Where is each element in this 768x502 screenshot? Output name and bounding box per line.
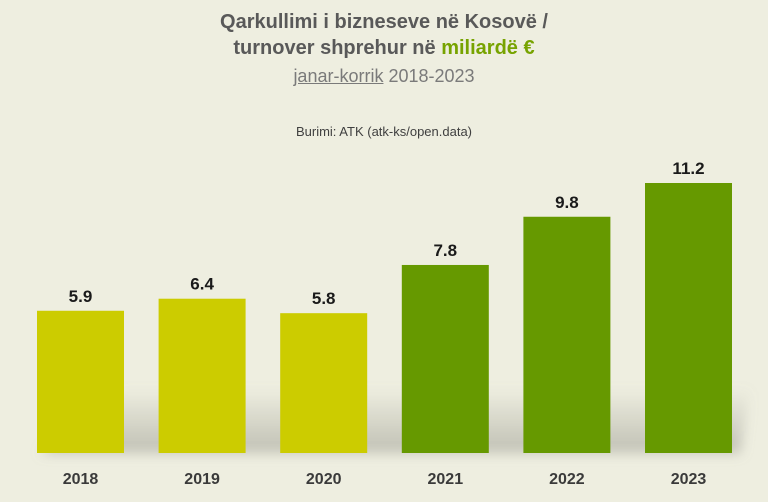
bar-2018 [37,310,124,453]
value-label-2022: 9.8 [555,193,579,212]
category-label-2020: 2020 [306,471,342,488]
bar-2021 [401,264,489,453]
category-label-2019: 2019 [184,471,220,488]
chart-source: Burimi: ATK (atk-ks/open.data) [295,124,473,139]
category-label-2018: 2018 [63,471,99,488]
chart-title-line1: Qarkullimi i bizneseve në Kosovë / [220,11,548,33]
subtitle-period: janar-korrik [293,66,384,86]
chart-subtitle: janar-korrik 2018-2023 [0,64,768,88]
category-label-2022: 2022 [549,471,585,488]
value-label-2019: 6.4 [190,275,214,294]
value-label-2021: 7.8 [433,241,457,260]
bar-2019 [158,298,246,453]
value-label-2018: 5.9 [69,287,93,306]
subtitle-years: 2018-2023 [383,66,475,86]
value-label-2020: 5.8 [312,289,336,308]
category-label-2023: 2023 [671,471,707,488]
category-label-2021: 2021 [428,471,464,488]
bar-2023 [645,183,732,453]
chart-title-line2: turnover shprehur në miliardë € [0,35,768,61]
floor-shadow [40,388,750,453]
title-line2-text: turnover shprehur në [233,37,442,59]
bar-2022 [523,216,611,453]
title-unit-accent: miliardë € [441,37,535,59]
value-label-2023: 11.2 [672,159,704,178]
bar-2020 [280,313,368,453]
